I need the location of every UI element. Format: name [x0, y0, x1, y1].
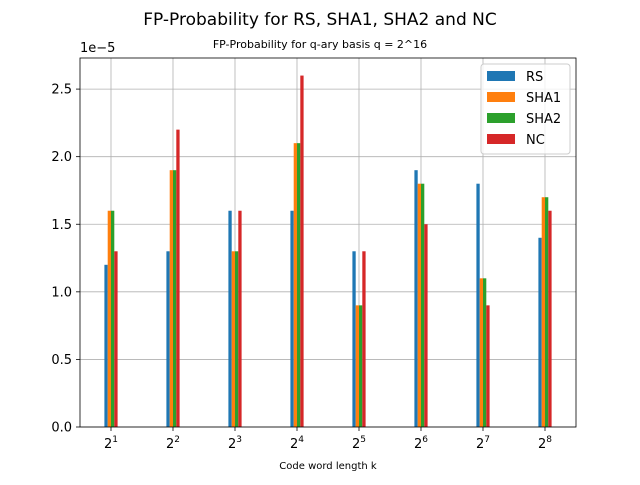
- legend-label-nc: NC: [526, 133, 545, 148]
- chart-title: FP-Probability for RS, SHA1, SHA2 and NC: [143, 10, 496, 30]
- bar-sha1-7: [479, 278, 483, 427]
- bar-nc-5: [362, 251, 366, 427]
- legend-swatch-sha1: [487, 92, 515, 102]
- x-tick-label: 27: [476, 435, 490, 452]
- bar-nc-7: [486, 305, 490, 427]
- bar-nc-4: [300, 75, 304, 428]
- legend-label-rs: RS: [526, 70, 543, 85]
- x-tick-label: 21: [104, 435, 118, 452]
- bar-sha2-8: [545, 197, 549, 427]
- bar-sha2-5: [359, 305, 363, 427]
- bar-rs-5: [352, 251, 356, 427]
- y-tick-label: 1.0: [51, 285, 72, 300]
- x-tick-label: 26: [414, 435, 428, 452]
- legend: RS SHA1 SHA2 NC: [480, 63, 571, 155]
- bar-rs-7: [476, 183, 480, 427]
- x-tick-label: 23: [228, 435, 242, 452]
- x-axis-label: Code word length k: [279, 461, 377, 472]
- bar-sha1-6: [417, 183, 421, 427]
- y-tick-label: 1.5: [51, 218, 72, 233]
- legend-swatch-nc: [487, 134, 515, 144]
- legend-label-sha1: SHA1: [526, 91, 561, 106]
- bar-rs-2: [166, 251, 170, 427]
- bar-nc-1: [114, 251, 118, 427]
- y-tick-label: 0.0: [51, 421, 72, 436]
- bar-sha2-6: [421, 183, 425, 427]
- bar-nc-6: [424, 224, 428, 427]
- bar-sha1-8: [541, 197, 545, 427]
- bar-rs-1: [104, 264, 108, 427]
- bars: [104, 75, 552, 428]
- axes: 0.0 0.5 1.0 1.5 2.0 2.5 21 22 23 24 25 26 27 28: [51, 57, 577, 452]
- bar-rs-6: [414, 170, 418, 427]
- y-tick-label: 0.5: [51, 353, 72, 368]
- bar-sha2-2: [173, 170, 177, 427]
- bar-sha1-3: [231, 251, 235, 427]
- bar-sha1-1: [107, 210, 111, 427]
- x-tick-label: 24: [290, 435, 304, 452]
- bar-sha2-4: [297, 143, 301, 427]
- bar-rs-4: [290, 210, 294, 427]
- legend-label-sha2: SHA2: [526, 112, 561, 127]
- legend-swatch-rs: [487, 71, 515, 81]
- y-tick-label: 2.5: [51, 83, 72, 98]
- bar-sha1-4: [293, 143, 297, 427]
- bar-sha2-1: [111, 210, 115, 427]
- bar-rs-3: [228, 210, 232, 427]
- x-tick-label: 22: [166, 435, 180, 452]
- legend-swatch-sha2: [487, 113, 515, 123]
- bar-sha1-5: [355, 305, 359, 427]
- chart-subtitle: FP-Probability for q-ary basis q = 2^16: [213, 38, 427, 51]
- bar-sha2-7: [483, 278, 487, 427]
- y-tick-label: 2.0: [51, 150, 72, 165]
- y-axis-offset-label: 1e−5: [80, 41, 115, 56]
- legend-box: [480, 63, 571, 155]
- bar-sha1-2: [169, 170, 173, 427]
- bar-nc-2: [176, 129, 180, 427]
- bar-rs-8: [538, 237, 542, 427]
- x-tick-label: 25: [352, 435, 366, 452]
- x-tick-label: 28: [538, 435, 552, 452]
- bar-nc-3: [238, 210, 242, 427]
- plot-frame: [79, 57, 577, 428]
- bar-nc-8: [548, 210, 552, 427]
- bar-sha2-3: [235, 251, 239, 427]
